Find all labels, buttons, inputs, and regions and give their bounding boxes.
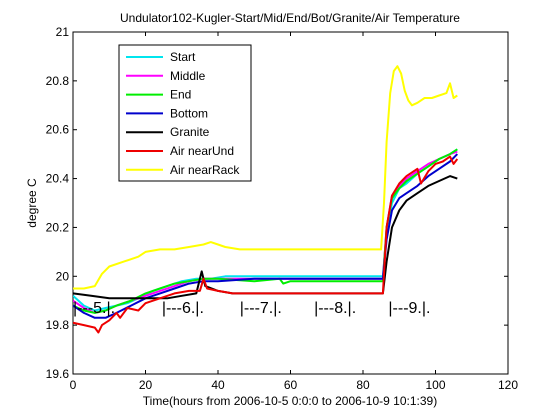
y-tick-label: 20.6	[46, 123, 70, 137]
series-line-6	[73, 65, 458, 290]
y-axis-label: degree C	[25, 178, 39, 228]
x-tick-label: 100	[425, 378, 445, 392]
x-tick-label: 60	[284, 378, 298, 392]
axis-ticks: 0 20 40 60 80 100 120 19.6 19.8 20 20.2 20.4 20.6 20.…	[46, 25, 519, 392]
chart-title: Undulator102-Kugler-Start/Mid/End/Bot/Gr…	[120, 11, 460, 25]
y-tick-label: 20	[56, 269, 70, 283]
legend-label: Granite	[170, 125, 210, 139]
legend: Start Middle End Bottom Granite Air nearUnd Ai…	[118, 44, 252, 182]
y-tick-label: 20.8	[46, 74, 70, 88]
annotations: |---5.|. |---6.|. |---7.|. |---8.|. |---9.|.	[73, 300, 430, 317]
x-tick-label: 80	[356, 378, 370, 392]
day-marker: |---9.|.	[388, 300, 430, 317]
legend-label: Bottom	[170, 106, 208, 120]
y-tick-label: 20.4	[46, 172, 70, 186]
series-line-5	[73, 155, 459, 334]
series-line-3	[73, 153, 459, 319]
y-tick-label: 20.2	[46, 220, 70, 234]
legend-label: Air nearRack	[170, 163, 240, 177]
series-line-2	[73, 148, 458, 314]
day-marker: |---6.|.	[162, 300, 204, 317]
legend-label: Middle	[170, 69, 206, 83]
y-tick-label: 21	[56, 25, 70, 39]
legend-label: End	[170, 88, 191, 102]
day-marker: |---7.|.	[240, 300, 282, 317]
x-tick-label: 40	[211, 378, 225, 392]
y-tick-label: 19.6	[46, 367, 70, 381]
series-layer	[73, 65, 459, 334]
day-marker: |---8.|.	[314, 300, 356, 317]
x-tick-label: 20	[139, 378, 153, 392]
legend-label: Start	[170, 50, 196, 64]
day-marker: |---5.|.	[73, 300, 115, 317]
y-tick-label: 19.8	[46, 318, 70, 332]
x-tick-label: 0	[70, 378, 77, 392]
legend-label: Air nearUnd	[170, 144, 234, 158]
x-axis-label: Time(hours from 2006-10-5 0:0:0 to 2006-…	[143, 394, 437, 408]
x-tick-label: 120	[498, 378, 518, 392]
